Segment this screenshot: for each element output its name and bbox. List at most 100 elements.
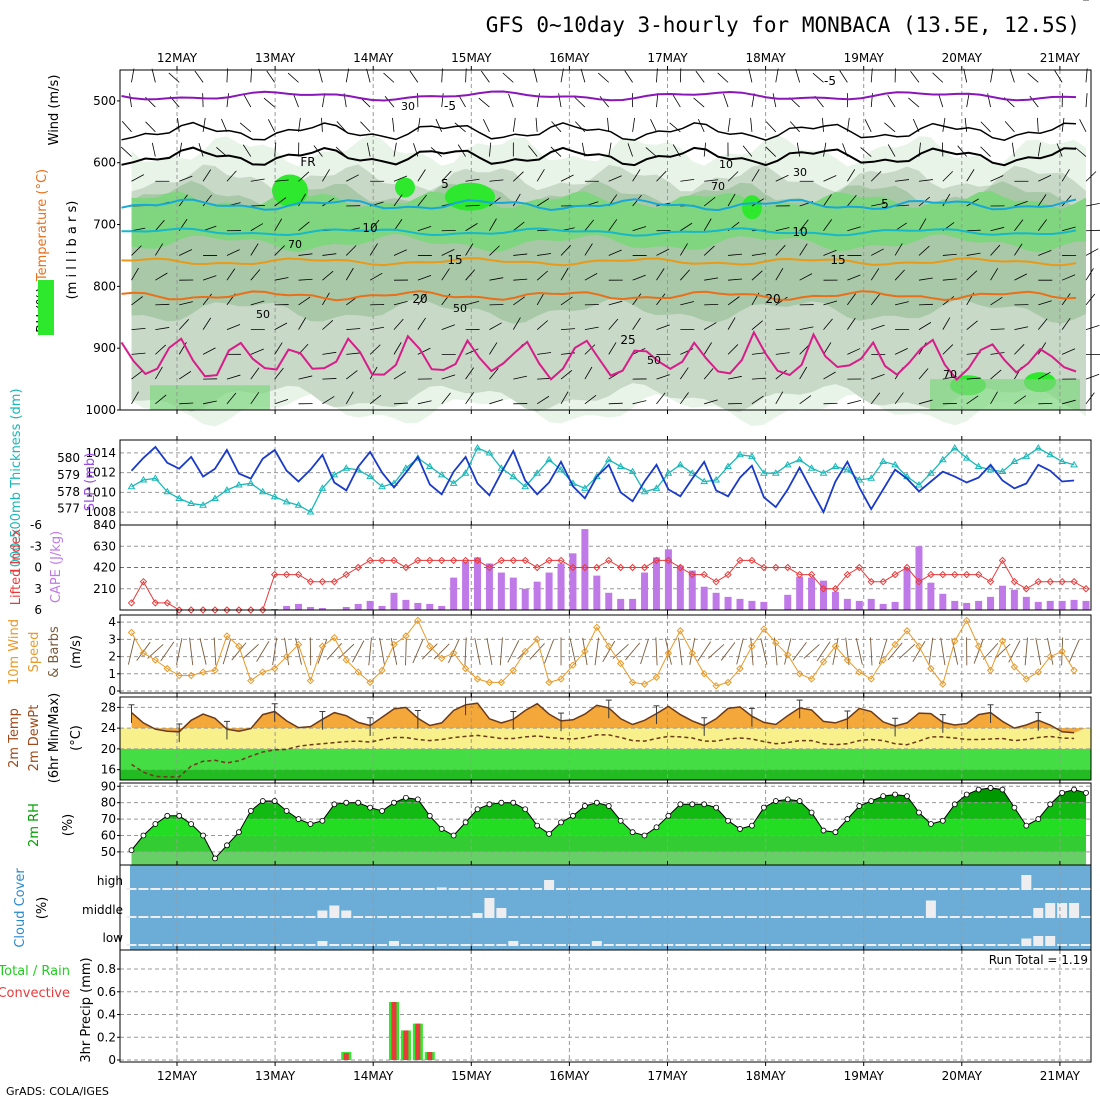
cloud-bar-middle <box>412 916 423 918</box>
wind-barb <box>942 193 951 207</box>
wind-speed-point <box>509 666 518 675</box>
wind-barb <box>560 267 569 281</box>
cloud-bar-middle <box>198 916 209 918</box>
thickness-point <box>223 486 231 493</box>
wind-barb <box>513 278 528 281</box>
wind-barb <box>537 377 552 380</box>
wind-speed-point <box>867 675 875 683</box>
wind-barb <box>751 320 763 330</box>
cloud-bar-high <box>138 888 149 890</box>
wind-barb <box>656 324 670 331</box>
dewpoint-line <box>131 734 1075 778</box>
wind-barb <box>727 193 736 207</box>
wind-barb <box>155 327 170 331</box>
wind-barb <box>727 344 739 355</box>
cape-bar <box>963 602 971 610</box>
li-point <box>569 563 577 572</box>
wind-barb <box>799 366 808 380</box>
cloud-bar-middle <box>663 916 674 918</box>
wind-barb <box>441 249 455 256</box>
wind-panel: 0 1 2 3 4 10m Wind Speed & Barbs (m/s) <box>7 611 1092 698</box>
wind-barb <box>131 370 143 380</box>
cloud-bar-high <box>937 888 948 890</box>
wind-barb <box>202 293 213 306</box>
wind-barb <box>202 194 212 207</box>
wind-barb <box>155 219 165 231</box>
li-point <box>986 577 995 586</box>
wind-barb <box>226 392 237 405</box>
wind-barb <box>558 93 562 108</box>
wind-barb <box>697 641 712 662</box>
wind-barb <box>177 117 180 132</box>
cloud-bar-high <box>150 888 161 890</box>
rh2m-point <box>975 786 982 793</box>
rh2m-point <box>593 799 600 806</box>
rh2m-point <box>605 803 612 809</box>
wind-barb <box>536 292 545 306</box>
cloud-bar-high <box>985 888 996 890</box>
wind-barb <box>465 367 474 380</box>
li-point <box>438 556 446 565</box>
cloud-bar-low <box>734 944 745 946</box>
cloud-bar-low <box>174 944 185 946</box>
li-point <box>915 577 923 586</box>
cape-bar <box>724 596 732 610</box>
cloud-bar-low <box>233 944 244 946</box>
thickness-point <box>139 476 148 483</box>
li-point <box>712 577 720 586</box>
cloud-bar-low <box>913 944 924 946</box>
wind-barb <box>703 218 712 231</box>
wind-barb <box>145 121 156 133</box>
y-tick-label: 4 <box>108 615 116 629</box>
cloud-bar-low <box>448 944 459 946</box>
li-point <box>593 563 601 572</box>
wind-barb <box>1009 68 1015 83</box>
wind-barb <box>680 178 695 182</box>
wind-barb <box>560 68 564 83</box>
thickness-point <box>533 469 542 476</box>
thickness-point <box>294 501 303 508</box>
wind-barb <box>994 643 1011 660</box>
wind-speed-point <box>974 642 983 650</box>
wind-barb <box>695 70 705 83</box>
wind-barb <box>910 70 920 83</box>
cape-bar <box>1022 596 1030 610</box>
wind-barb <box>942 344 954 355</box>
wind-barb <box>131 391 139 405</box>
wind-barb <box>441 392 451 405</box>
wind-barb <box>966 198 979 207</box>
rh2m-point <box>319 817 326 824</box>
wind-barb <box>871 324 885 331</box>
y-tick-label-left: 579 <box>57 468 80 482</box>
cape-bar <box>295 603 303 610</box>
li-point <box>557 556 565 565</box>
isotherm-label: 5 <box>881 197 889 211</box>
cloud-bar-low <box>699 944 710 946</box>
cloud-bar-high <box>663 888 674 890</box>
cloud-bar-low <box>532 944 543 946</box>
thickness-point <box>604 455 613 463</box>
wind-speed-point <box>414 616 422 625</box>
wind-barb <box>918 218 927 231</box>
wind-barb <box>454 122 466 133</box>
thickness-point <box>628 467 637 475</box>
wind-barb <box>990 328 1005 331</box>
li-point <box>533 563 541 572</box>
wind-barb <box>580 68 586 83</box>
cloud-bar-high <box>770 888 781 890</box>
cloud-bar-high <box>746 888 757 890</box>
li-point <box>748 556 756 565</box>
wind-barb <box>1038 300 1052 306</box>
y-tick-label: 24 <box>101 721 116 735</box>
rh2m-point <box>438 826 445 832</box>
wind-barb <box>346 352 361 355</box>
temp-line <box>131 702 1075 734</box>
wind-barb <box>656 374 670 380</box>
wind-speed-point <box>330 633 339 642</box>
wind-barb <box>465 300 480 306</box>
wind-barb <box>489 277 504 281</box>
cloud-bar-low <box>424 944 435 946</box>
isotherm-line <box>121 198 1077 212</box>
wind-barb <box>250 392 260 405</box>
